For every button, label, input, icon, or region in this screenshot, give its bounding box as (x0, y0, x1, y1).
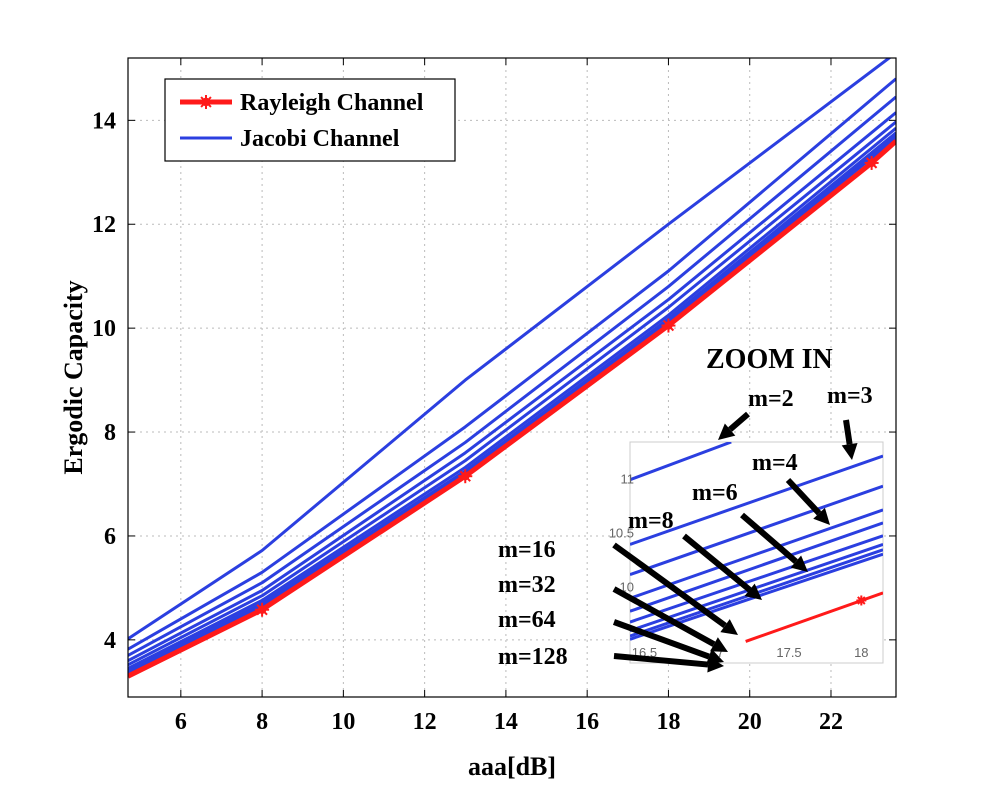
x-tick-label: 8 (256, 709, 268, 735)
inset-line-m-16 (630, 534, 883, 624)
inset-y-tick-label: 10.5 (609, 526, 634, 541)
annotation-m-4: m=4 (752, 450, 798, 476)
annotation-arrow-head (710, 637, 728, 652)
legend-label: Rayleigh Channel (240, 90, 424, 116)
legend-marker (199, 95, 213, 109)
annotation-arrow-shaft (613, 653, 709, 668)
annotation-m-16: m=16 (498, 537, 556, 563)
inset-rayleigh-marker (856, 595, 867, 606)
x-tick-label: 14 (494, 709, 518, 735)
zoom-in-label: ZOOM IN (706, 344, 833, 375)
plot-lines (128, 58, 896, 679)
annotation-m-6: m=6 (692, 480, 738, 506)
x-axis-label: aaa[dB] (468, 752, 556, 781)
axes-box (127, 57, 897, 698)
inset-rayleigh-marker-dot (858, 597, 865, 604)
legend-label: Jacobi Channel (240, 126, 400, 152)
axis-ticks: 6 8 10 12 14 16 18 20 22 4 6 8 10 12 14 (92, 58, 896, 735)
series-line-m-16 (128, 126, 896, 670)
rayleigh-marker-dot (664, 321, 673, 330)
series-line-m-3 (128, 77, 896, 651)
rayleigh-marker (661, 318, 676, 333)
rayleigh-marker-dot (461, 472, 470, 481)
y-tick-label: 14 (92, 108, 116, 134)
annotation-arrow-head (718, 423, 736, 440)
x-tick-label: 16 (575, 709, 599, 735)
annotation-arrow-head (707, 656, 724, 673)
legend: Rayleigh Channel Jacobi Channel (164, 78, 456, 162)
x-tick-label: 20 (738, 709, 762, 735)
annotation-arrow-shaft (612, 542, 727, 629)
annotation-arrow-shaft (728, 411, 750, 432)
annotations: ZOOM IN m=2 m=3 m=4 m=6 m=8 m=16 m=32 m=64 m=128 (498, 344, 873, 673)
x-tick-label: 12 (413, 709, 437, 735)
annotation-m-2: m=2 (748, 386, 794, 412)
rayleigh-marker (864, 155, 879, 170)
x-tick-label: 10 (331, 709, 355, 735)
y-tick-label: 12 (92, 212, 116, 238)
annotation-m-32: m=32 (498, 572, 556, 598)
grid-lines (128, 58, 896, 697)
annotation-arrow-shaft (682, 533, 752, 593)
inset-x-tick-label: 18 (854, 645, 868, 660)
annotation-arrow-shaft (612, 586, 716, 647)
series-line-m-6 (128, 111, 896, 662)
y-tick-label: 8 (104, 420, 116, 446)
annotation-m-128: m=128 (498, 644, 568, 670)
inset-line-m-3 (630, 454, 883, 546)
annotation-arrow-shaft (785, 477, 822, 516)
inset-line-m-8 (630, 521, 883, 613)
series-line-m-8 (128, 120, 896, 667)
annotation-arrow-head (790, 555, 808, 572)
x-tick-label: 22 (819, 709, 843, 735)
annotation-arrow-head (744, 583, 762, 600)
annotation-arrow-head (841, 442, 858, 460)
y-axis-label: Ergodic Capacity (59, 280, 88, 474)
rayleigh-marker-dot (257, 605, 267, 614)
inset-x-tick-label: 17.5 (776, 645, 801, 660)
annotation-arrow-head (813, 507, 830, 525)
y-tick-label: 6 (104, 524, 116, 550)
x-tick-label: 6 (175, 709, 187, 735)
rayleigh-marker-dot (867, 158, 876, 168)
inset-line-m-32 (630, 542, 883, 633)
annotation-m-3: m=3 (827, 383, 873, 409)
annotation-arrow-shaft (740, 512, 798, 564)
series-line-m-2 (128, 58, 892, 641)
annotation-arrow-head (720, 619, 738, 635)
annotation-arrow-shaft (612, 619, 710, 660)
annotation-arrow-shaft (843, 419, 853, 445)
y-tick-label: 10 (92, 316, 116, 342)
rayleigh-marker (255, 602, 270, 617)
rayleigh-marker (458, 469, 473, 484)
legend-marker-dot (201, 97, 211, 107)
inset-y-tick-label: 11 (621, 472, 635, 487)
y-tick-label: 4 (104, 628, 116, 654)
legend-box (164, 78, 456, 162)
annotation-m-64: m=64 (498, 607, 556, 633)
x-tick-label: 18 (656, 709, 680, 735)
annotation-m-8: m=8 (628, 508, 674, 534)
series-line-m-4 (128, 95, 896, 657)
inset-line-m-2 (630, 442, 732, 482)
